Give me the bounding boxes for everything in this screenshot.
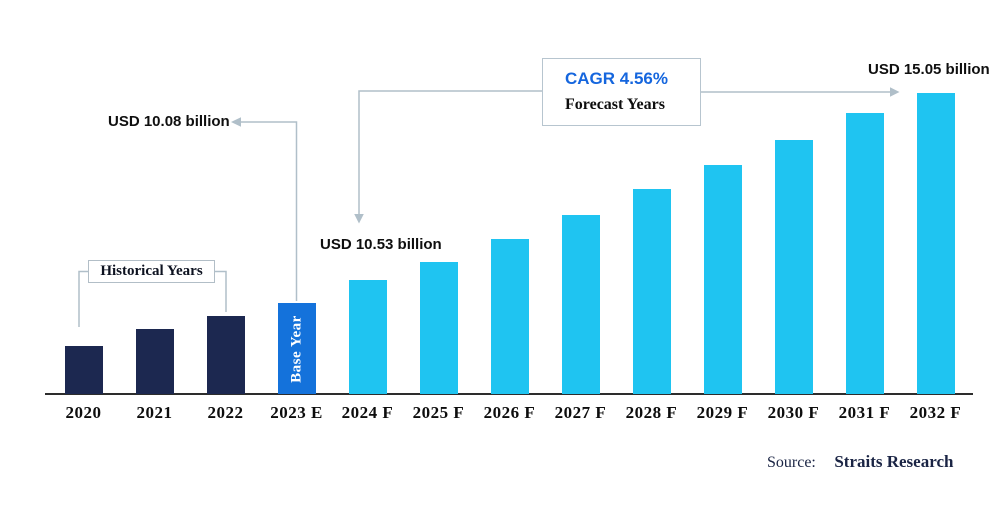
bar-2024-F [348, 280, 387, 394]
base-year-label: Base Year [288, 314, 304, 383]
x-axis-label-2020: 2020 [65, 403, 102, 422]
x-axis-label-2031-F: 2031 F [838, 403, 891, 422]
bar-2026-F [490, 239, 529, 394]
arrowhead-left-icon [231, 117, 241, 127]
x-axis-label-2026-F: 2026 F [483, 403, 536, 422]
bar-2020 [64, 346, 103, 394]
connector-cagr-to-2024 [358, 90, 542, 215]
x-axis-label-2027-F: 2027 F [554, 403, 607, 422]
x-axis-label-2022: 2022 [207, 403, 244, 422]
bar-2023-E: Base Year [277, 303, 316, 394]
connector-usd-10-08 [236, 121, 298, 301]
bar-2022 [206, 316, 245, 394]
source-line: Source: Straits Research [767, 452, 953, 472]
bar-2031-F [845, 113, 884, 394]
x-axis-label-2030-F: 2030 F [767, 403, 820, 422]
historical-years-callout-box: Historical Years [88, 260, 215, 283]
x-axis-label-2032-F: 2032 F [909, 403, 962, 422]
annotation-usd-15-05-billion: USD 15.05 billion [868, 61, 990, 78]
bar-2032-F [916, 93, 955, 394]
bar-2029-F [703, 165, 742, 394]
historical-years-label: Historical Years [100, 263, 203, 279]
arrowhead-down-icon [354, 214, 364, 224]
forecast-years-label: Forecast Years [565, 96, 665, 113]
annotation-usd-10-08-billion: USD 10.08 billion [108, 113, 230, 130]
cagr-callout-box: CAGR 4.56% Forecast Years [542, 58, 701, 126]
x-axis-label-2029-F: 2029 F [696, 403, 749, 422]
historical-bracket-left [78, 270, 88, 327]
x-axis-label-2028-F: 2028 F [625, 403, 678, 422]
x-axis-label-2024-F: 2024 F [341, 403, 394, 422]
bar-2025-F [419, 262, 458, 394]
bar-2021 [135, 329, 174, 394]
bar-2028-F [632, 189, 671, 394]
x-axis-label-2021: 2021 [136, 403, 173, 422]
source-label: Source: [767, 454, 816, 471]
bar-2030-F [774, 140, 813, 394]
x-axis-label-2025-F: 2025 F [412, 403, 465, 422]
cagr-value: CAGR 4.56% [565, 69, 668, 88]
x-axis-line [45, 393, 973, 395]
bar-2027-F [561, 215, 600, 394]
x-axis-label-2023-E: 2023 E [270, 403, 323, 422]
source-name: Straits Research [834, 452, 954, 471]
historical-bracket-right [215, 270, 227, 312]
arrowhead-right-icon [890, 87, 900, 97]
annotation-usd-10-53-billion: USD 10.53 billion [320, 236, 442, 253]
